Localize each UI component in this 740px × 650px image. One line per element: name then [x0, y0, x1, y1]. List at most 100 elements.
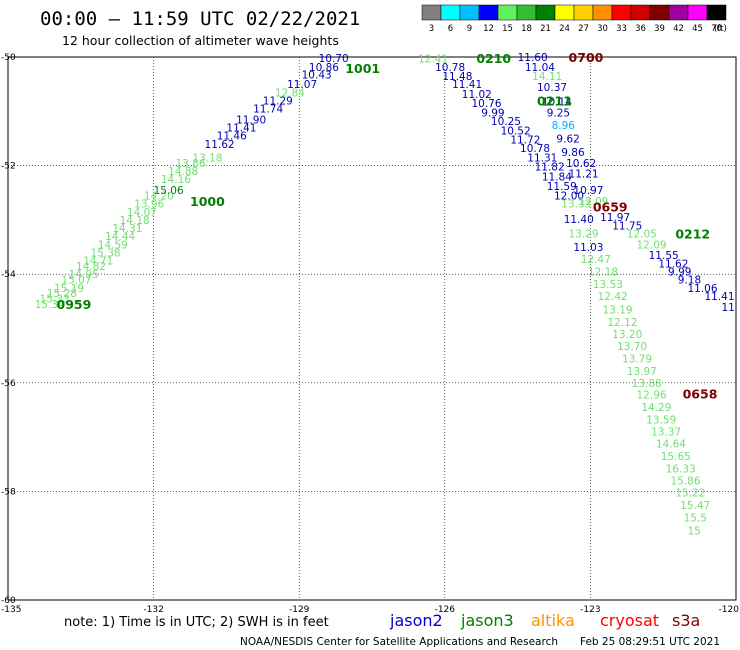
colorbar-label: 15	[502, 24, 513, 34]
swh-label: 10.78	[520, 143, 550, 155]
pass-time-label: 0959	[57, 297, 92, 312]
swh-label: 13.20	[612, 329, 642, 341]
page-subtitle: 12 hour collection of altimeter wave hei…	[62, 33, 339, 48]
swh-label: 9.18	[678, 275, 701, 287]
swh-label: 10.37	[537, 82, 567, 94]
colorbar-unit: (ft)	[714, 24, 727, 34]
swh-label: 15.07	[61, 275, 91, 287]
swh-label: 9.86	[561, 147, 585, 159]
colorbar-swatch	[687, 4, 708, 21]
pass-time-label: 0211	[537, 93, 572, 108]
pass-time-label: 1000	[190, 194, 225, 209]
lat-tick-label: -56	[1, 379, 16, 389]
swh-label: 11.55	[649, 250, 679, 262]
note-text: note: 1) Time is in UTC; 2) SWH is in fe…	[64, 615, 329, 630]
lon-tick-label: -135	[1, 605, 21, 615]
wave-height-colorbar: 3 6 9 12 15 18 21 24 27 30 33 36 39 42 45 70(ft)	[421, 4, 727, 34]
swh-label: 11.74	[253, 104, 283, 116]
generated-timestamp: Feb 25 08:29:51 UTC 2021	[580, 636, 720, 648]
swh-label: 11.62	[205, 139, 235, 151]
colorbar-label: 24	[559, 24, 570, 34]
legend-jason3: jason3	[460, 611, 514, 630]
swh-label: 11.04	[525, 62, 555, 74]
swh-label: 14.11	[532, 71, 562, 83]
swh-label: 10.43	[302, 69, 332, 81]
satellite-legend: jason2 jason3 altika cryosat s3a	[389, 611, 700, 630]
legend-cryosat: cryosat	[600, 611, 659, 630]
swh-label: 12.09	[578, 196, 608, 208]
colorbar-label: 18	[521, 24, 532, 34]
swh-label: 11.07	[287, 79, 317, 91]
swh-label: 11.31	[527, 152, 557, 164]
swh-label: 15.22	[675, 487, 705, 499]
grid-lines	[8, 57, 736, 600]
swh-label: 12.09	[637, 239, 667, 251]
swh-label: 11.21	[569, 169, 599, 181]
lat-tick-label: -60	[1, 596, 16, 606]
colorbar-label: 12	[483, 24, 494, 34]
swh-label: 11.82	[535, 162, 565, 174]
swh-label: 11.03	[573, 242, 603, 254]
pass-time-label: 0700	[569, 50, 604, 65]
swh-label: 10.52	[501, 125, 531, 137]
swh-label: 11.41	[226, 123, 256, 135]
swh-label: 11.41	[452, 79, 482, 91]
swh-label: 13.29	[569, 228, 599, 240]
colorbar-swatch	[497, 4, 518, 21]
swh-label: 13.97	[627, 366, 657, 378]
plot-frame	[7, 56, 737, 601]
colorbar-label: 27	[578, 24, 589, 34]
swh-label: 15.5	[684, 512, 707, 524]
swh-label: 11.41	[704, 291, 734, 303]
swh-label: 13.59	[646, 415, 676, 427]
pass-time-label: 0659	[593, 199, 628, 214]
swh-label: 13.88	[632, 378, 662, 390]
swh-label: 10.97	[573, 185, 603, 197]
pass-time-label: 0210	[476, 51, 511, 66]
swh-label: 13.37	[651, 427, 681, 439]
swh-label: 16.33	[666, 464, 696, 476]
swh-label: 11	[721, 302, 734, 314]
swh-label: 11.62	[658, 258, 688, 270]
colorbar-swatch	[706, 4, 727, 21]
plot-area: -50 -52 -54 -56 -58 -60-135 -132 -129 -126 -123 -1…	[1, 50, 739, 615]
lat-tick-label: -58	[1, 487, 16, 497]
swh-label: 14.29	[641, 402, 671, 414]
colorbar-swatch	[421, 4, 442, 21]
swh-label: 9.99	[668, 266, 691, 278]
swh-label: 12.41	[418, 54, 448, 66]
swh-label: 15.86	[670, 476, 700, 488]
swh-label: 14.31	[112, 223, 142, 235]
lon-tick-label: -132	[143, 605, 163, 615]
swh-label: 14.44	[105, 231, 135, 243]
swh-label: 10.76	[471, 98, 501, 110]
lon-tick-label: -126	[435, 605, 456, 615]
colorbar-swatch	[440, 4, 461, 21]
axis-tick-labels: -50 -52 -54 -56 -58 -60-135 -132 -129 -126 -123 -1…	[1, 53, 739, 615]
swh-label: 15.33	[40, 294, 70, 306]
swh-label: 8.96	[552, 120, 576, 132]
swh-label: 15.19	[54, 283, 84, 295]
swh-label: 11.40	[564, 214, 594, 226]
colorbar-swatch	[592, 4, 613, 21]
colorbar-swatch	[535, 4, 556, 21]
colorbar-label: 45	[692, 24, 703, 34]
colorbar-swatch	[649, 4, 670, 21]
colorbar-label: 70	[711, 24, 722, 34]
swh-label: 13.96	[134, 199, 164, 211]
swh-label: 10.14	[542, 97, 572, 109]
colorbar-swatch	[478, 4, 499, 21]
swh-label: 14.16	[161, 174, 191, 186]
satellite-tracks: 15.3415.3315.2815.1915.0714.9514.8214.71…	[35, 52, 735, 537]
swh-label: 14.64	[656, 439, 686, 451]
colorbar-swatch	[668, 4, 689, 21]
swh-label: 13.86	[175, 158, 205, 170]
colorbar-label: 21	[540, 24, 551, 34]
lat-tick-label: -54	[1, 270, 16, 280]
swh-label: 15.06	[154, 185, 184, 197]
colorbar-label: 42	[673, 24, 684, 34]
swh-label: 9.25	[547, 107, 570, 119]
swh-label: 15	[687, 525, 700, 537]
legend-s3a: s3a	[672, 611, 700, 630]
swh-label: 11.48	[442, 71, 472, 83]
